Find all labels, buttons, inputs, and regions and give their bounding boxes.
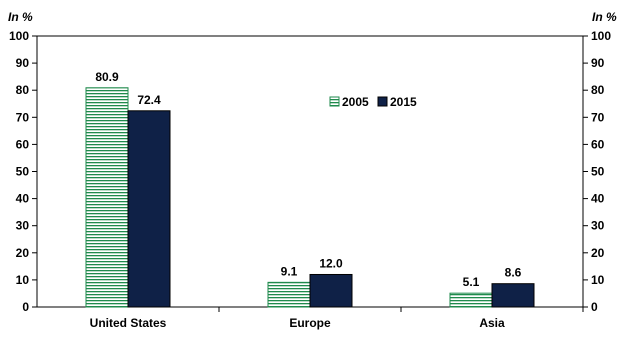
left-y-tick-label: 40 bbox=[16, 192, 30, 206]
left-y-tick-label: 30 bbox=[16, 219, 30, 233]
right-y-tick-label: 30 bbox=[591, 219, 605, 233]
data-label-2005: 9.1 bbox=[281, 264, 298, 278]
left-y-tick-label: 100 bbox=[9, 29, 29, 43]
left-axis-unit-label: In % bbox=[8, 10, 33, 24]
left-y-tick-label: 60 bbox=[16, 137, 30, 151]
bar-2005 bbox=[449, 292, 493, 308]
legend-label-2005: 2005 bbox=[342, 95, 369, 109]
bar-2015 bbox=[491, 283, 535, 308]
right-y-tick-label: 40 bbox=[591, 192, 605, 206]
legend-swatch-2015 bbox=[377, 96, 388, 107]
data-label-2005: 5.1 bbox=[463, 275, 480, 289]
right-axis-unit-label: In % bbox=[592, 10, 617, 24]
legend-swatch-2005 bbox=[329, 96, 340, 107]
right-y-tick-label: 10 bbox=[591, 273, 605, 287]
right-y-tick-label: 50 bbox=[591, 165, 605, 179]
data-label-2005: 80.9 bbox=[95, 70, 119, 84]
left-y-tick-label: 80 bbox=[16, 83, 30, 97]
x-category-label: United States bbox=[90, 316, 167, 330]
left-y-tick-label: 50 bbox=[16, 165, 30, 179]
right-y-tick-label: 60 bbox=[591, 137, 605, 151]
bar-2005 bbox=[267, 281, 311, 308]
data-label-2015: 12.0 bbox=[319, 256, 343, 270]
x-category-label: Europe bbox=[289, 316, 331, 330]
right-y-tick-label: 20 bbox=[591, 246, 605, 260]
left-y-tick-label: 10 bbox=[16, 273, 30, 287]
right-y-tick-label: 70 bbox=[591, 110, 605, 124]
data-labels: 80.9 72.4 9.1 12.0 5.1 8.6 bbox=[95, 70, 521, 289]
axes: 0 0 10 10 20 20 30 30 40 40 50 50 60 60 70 70 80 80 90 90 10… bbox=[9, 29, 611, 330]
right-y-tick-label: 80 bbox=[591, 83, 605, 97]
legend: 2005 2015 bbox=[329, 95, 417, 109]
bar-2005 bbox=[85, 87, 129, 308]
legend-label-2015: 2015 bbox=[390, 95, 417, 109]
right-y-tick-label: 100 bbox=[591, 29, 611, 43]
left-y-tick-label: 90 bbox=[16, 56, 30, 70]
bars bbox=[85, 87, 535, 308]
data-label-2015: 8.6 bbox=[505, 266, 522, 280]
bar-2015 bbox=[127, 110, 171, 308]
left-y-tick-label: 70 bbox=[16, 110, 30, 124]
x-category-label: Asia bbox=[479, 316, 505, 330]
left-y-tick-label: 0 bbox=[22, 300, 29, 314]
bar-2015 bbox=[309, 273, 353, 308]
right-y-tick-label: 90 bbox=[591, 56, 605, 70]
right-y-tick-label: 0 bbox=[591, 300, 598, 314]
left-y-tick-label: 20 bbox=[16, 246, 30, 260]
data-label-2015: 72.4 bbox=[137, 93, 161, 107]
